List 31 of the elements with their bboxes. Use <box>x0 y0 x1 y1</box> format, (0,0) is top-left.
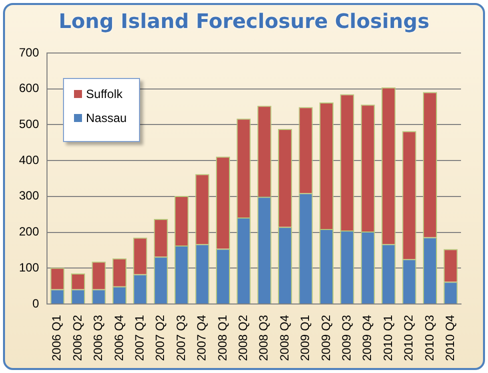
x-tick-label: 2010 Q2 <box>402 314 416 362</box>
x-tick-label: 2007 Q3 <box>174 314 188 362</box>
x-tick-label: 2007 Q4 <box>194 314 209 362</box>
y-tick-label: 600 <box>18 81 40 96</box>
x-tick-label: 2008 Q1 <box>215 314 230 362</box>
y-tick-label: 300 <box>18 188 40 203</box>
y-tick-label: 100 <box>18 260 40 274</box>
y-tick-label: 700 <box>18 45 40 60</box>
x-tick-label: 2010 Q1 <box>380 314 395 362</box>
y-tick-label: 500 <box>18 117 40 132</box>
legend-label: Nassau <box>86 111 127 125</box>
x-tick-label: 2007 Q1 <box>132 314 146 362</box>
y-tick-label: 400 <box>18 152 40 167</box>
y-tick-label: 200 <box>18 224 40 239</box>
x-tick-label: 2006 Q1 <box>50 314 64 362</box>
x-tick-label: 2009 Q3 <box>339 314 354 362</box>
x-tick-label: 2008 Q3 <box>256 314 271 362</box>
x-tick-label: 2006 Q3 <box>91 314 106 362</box>
x-tick-label: 2010 Q4 <box>442 314 457 362</box>
x-tick-label: 2008 Q2 <box>236 314 250 362</box>
x-tick-label: 2006 Q2 <box>70 314 84 362</box>
chart-title: Long Island Foreclosure Closings <box>58 9 430 33</box>
x-tick-label: 2007 Q2 <box>153 314 168 362</box>
legend-label: Suffolk <box>86 87 122 101</box>
x-tick-label: 2009 Q1 <box>298 314 312 362</box>
x-tick-label: 2009 Q4 <box>360 314 374 362</box>
x-tick-label: 2006 Q4 <box>112 314 126 362</box>
y-tick-label: 0 <box>32 296 40 310</box>
x-tick-label: 2008 Q4 <box>277 314 292 362</box>
x-tick-label: 2010 Q3 <box>422 314 436 362</box>
x-tick-label: 2009 Q2 <box>318 314 333 362</box>
